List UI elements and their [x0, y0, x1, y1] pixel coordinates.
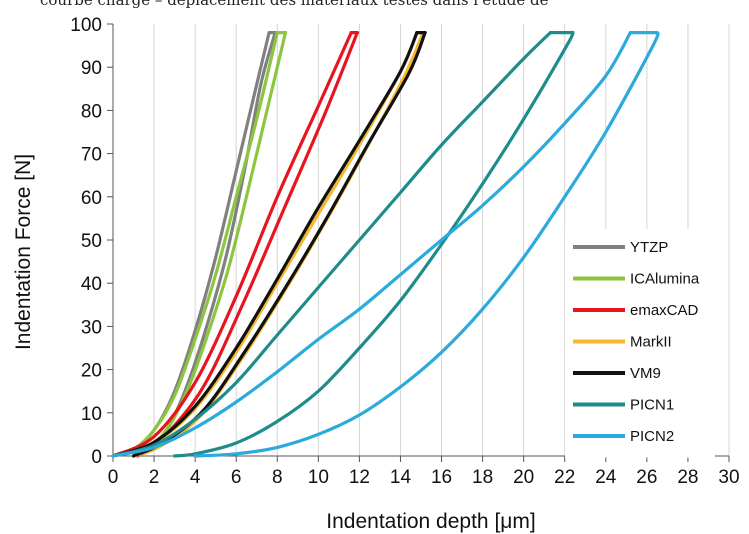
legend-label: ICAlumina [630, 271, 700, 288]
legend-label: emaxCAD [630, 302, 699, 319]
y-tick-label: 80 [81, 101, 102, 122]
y-tick-label: 30 [81, 317, 102, 338]
series-picn2-unloading [193, 31, 660, 458]
legend-label: VM9 [630, 365, 661, 382]
x-tick-label: 26 [636, 467, 657, 488]
y-tick-label: 90 [81, 58, 102, 79]
series-picn1-loading [111, 31, 552, 458]
x-tick-label: 0 [108, 467, 119, 488]
y-tick-label: 40 [81, 274, 102, 295]
x-tick-label: 28 [677, 467, 698, 488]
legend-label: PICN2 [630, 428, 674, 445]
x-axis-title: Indentation depth [μm] [326, 510, 535, 533]
y-tick-label: 50 [81, 231, 102, 252]
y-tick-label: 0 [91, 447, 102, 468]
x-tick-label: 24 [595, 467, 617, 488]
series-emaxcad-loading [111, 31, 353, 458]
legend: YTZP ICAlumina emaxCAD MarkII VM9 PICN1 PICN2 [573, 239, 700, 445]
x-tick-label: 22 [554, 467, 575, 488]
x-tick-label: 4 [190, 467, 201, 488]
x-tick-label: 16 [431, 467, 452, 488]
legend-label: YTZP [630, 239, 668, 256]
series-picn2-loading [111, 31, 632, 458]
y-axis-title: Indentation Force [N] [12, 154, 35, 350]
y-tick-label: 100 [70, 15, 102, 36]
x-tick-label: 18 [472, 467, 493, 488]
series-vm9-loading [111, 31, 419, 458]
x-tick-label: 30 [718, 467, 739, 488]
y-tick-label: 60 [81, 188, 102, 209]
series-picn1-unloading [173, 31, 575, 458]
x-tick-label: 2 [149, 467, 160, 488]
x-tick-label: 14 [390, 467, 412, 488]
x-tick-label: 20 [513, 467, 534, 488]
series-ytzp-loading [111, 31, 271, 458]
x-tick-label: 12 [349, 467, 370, 488]
x-tick-label: 10 [308, 467, 329, 488]
cropped-caption: courbe charge – déplacement des matériau… [40, 0, 549, 9]
series-layer [111, 31, 660, 458]
x-tick-label: 8 [272, 467, 283, 488]
series-markii-loading [111, 31, 419, 458]
y-tick-label: 70 [81, 145, 102, 166]
y-tick-label: 10 [81, 404, 102, 425]
y-tick-label: 20 [81, 361, 102, 382]
legend-label: PICN1 [630, 397, 674, 414]
x-tick-label: 6 [231, 467, 242, 488]
legend-label: MarkII [630, 334, 672, 351]
